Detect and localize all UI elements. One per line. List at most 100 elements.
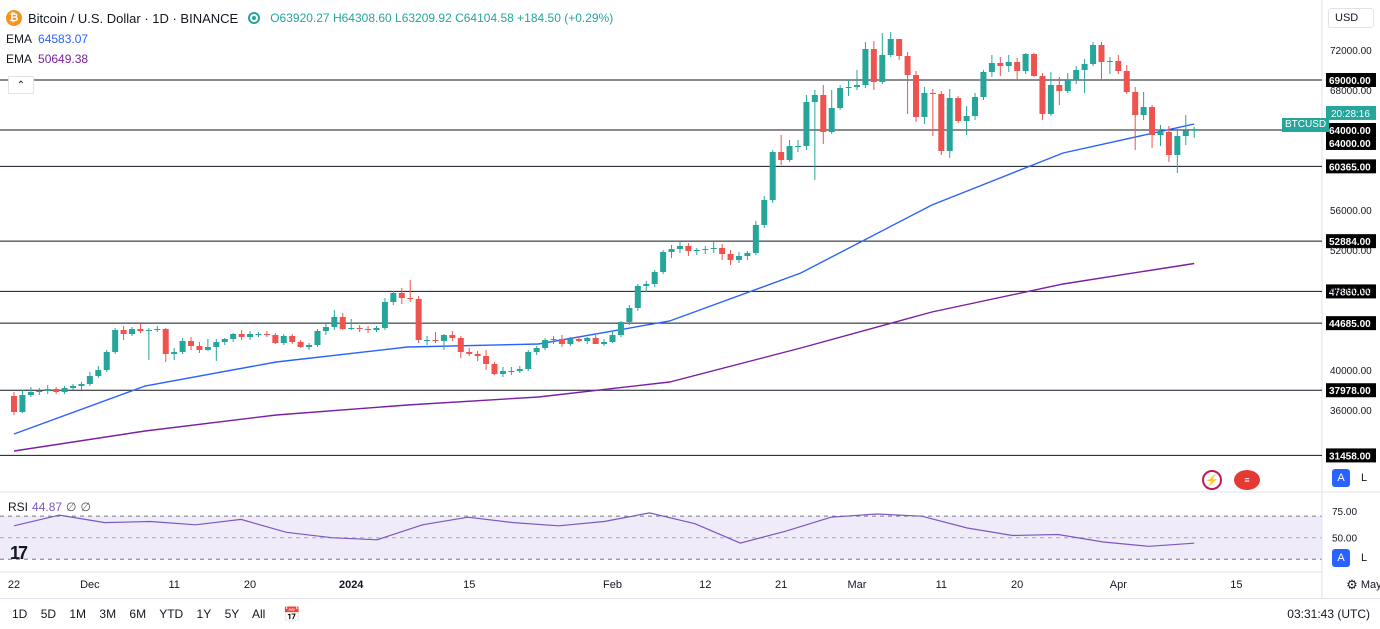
calendar-icon[interactable]: 📅	[283, 605, 301, 622]
rsi-empty-1: ∅	[66, 500, 77, 514]
candle-body	[204, 347, 211, 350]
candle-body	[854, 85, 860, 87]
current-price-label: 64000.00	[1329, 139, 1371, 150]
tf-3m[interactable]: 3M	[99, 607, 117, 621]
candle-body	[896, 39, 903, 56]
ema-50-legend[interactable]: EMA 64583.07	[6, 32, 613, 46]
auto-scale-button[interactable]: A	[1332, 469, 1350, 487]
x-tick-label: Feb	[603, 579, 622, 591]
candle-body	[188, 341, 195, 346]
y-tick-label: 68000.00	[1330, 86, 1372, 97]
candle-body	[44, 389, 51, 391]
candle-body	[213, 342, 220, 347]
lightning-icon[interactable]: ⚡	[1202, 470, 1222, 490]
visibility-eye-icon[interactable]	[248, 12, 261, 24]
tf-1m[interactable]: 1M	[69, 607, 87, 621]
candle-body	[794, 146, 801, 147]
candle-body	[365, 329, 372, 330]
candle-body	[862, 49, 869, 85]
tf-1y[interactable]: 1Y	[196, 607, 212, 621]
candle-body	[78, 384, 85, 386]
candle-body	[769, 152, 776, 200]
candle-body	[449, 335, 456, 338]
candle-body	[643, 284, 650, 286]
candle-body	[592, 338, 599, 344]
candle-body	[1064, 80, 1071, 91]
rsi-log-scale-button[interactable]: L	[1360, 552, 1368, 564]
price-level-label: 31458.00	[1329, 451, 1371, 462]
candle-body	[963, 116, 970, 121]
price-level-label: 64000.00	[1329, 126, 1371, 137]
tradingview-logo[interactable]: 17	[10, 543, 28, 563]
candle-body	[1056, 85, 1063, 91]
y-tick-label: 40000.00	[1330, 366, 1372, 377]
currency-selector[interactable]: USD	[1328, 8, 1374, 28]
rsi-legend[interactable]: RSI 44.87 ∅ ∅	[8, 500, 91, 514]
bitcoin-logo-icon: ₿	[6, 10, 22, 26]
candle-body	[11, 396, 17, 412]
candle-body	[179, 341, 186, 352]
utc-clock[interactable]: 03:31:43 (UTC)	[1287, 607, 1370, 621]
candle-body	[752, 225, 759, 253]
candle-body	[1115, 61, 1122, 71]
rsi-empty-2: ∅	[80, 500, 91, 514]
candle-body	[870, 49, 877, 82]
ohlc-low: L63209.92	[395, 11, 452, 25]
candle-body	[162, 329, 169, 354]
rsi-auto-scale-button[interactable]: A	[1332, 549, 1350, 567]
candle-body	[744, 253, 751, 256]
candle-body	[879, 55, 886, 82]
candle-body	[660, 252, 667, 272]
candle-body	[103, 352, 110, 370]
candle-body	[761, 200, 768, 225]
candle-body	[1132, 92, 1139, 115]
candle-body	[112, 330, 119, 352]
candle-body	[676, 246, 683, 249]
price-level-tag	[1326, 284, 1376, 299]
candle-body	[306, 345, 313, 347]
ema-50-label: EMA	[6, 32, 33, 46]
candle-body	[1174, 136, 1181, 155]
tf-all[interactable]: All	[251, 607, 266, 621]
candle-body	[997, 63, 1004, 66]
legend-collapse-button[interactable]: ⌃	[8, 76, 34, 94]
timeframe-buttons: 1D 5D 1M 3M 6M YTD 1Y 5Y All	[12, 607, 275, 621]
candle-body	[390, 293, 397, 302]
candle-body	[19, 395, 26, 412]
ohlc-open: O63920.27	[270, 11, 330, 25]
candle-body	[466, 352, 473, 354]
candle-body	[803, 102, 810, 146]
rsi-label: RSI	[8, 500, 29, 514]
price-level-label: 44685.00	[1329, 319, 1371, 330]
candle-body	[516, 369, 523, 371]
us-flag-icon[interactable]: ≡	[1234, 470, 1260, 490]
rsi-line	[13, 512, 1195, 547]
candle-body	[946, 98, 953, 151]
x-tick-label: Mar	[848, 579, 867, 591]
tf-6m[interactable]: 6M	[129, 607, 147, 621]
candle-body	[727, 254, 734, 260]
ema-200-legend[interactable]: EMA 50649.38	[6, 52, 613, 66]
ema-50-line	[13, 123, 1195, 435]
tf-ytd[interactable]: YTD	[159, 607, 184, 621]
candle-body	[525, 352, 532, 369]
candle-body	[1191, 128, 1198, 131]
candle-body	[1165, 132, 1172, 155]
candle-body	[27, 392, 34, 395]
symbol-title[interactable]: Bitcoin / U.S. Dollar · 1D · BINANCE	[28, 10, 239, 26]
ohlc-high: H64308.60	[332, 11, 392, 25]
candle-body	[263, 334, 270, 335]
axis-settings-gear-icon[interactable]: ⚙	[1346, 577, 1358, 592]
x-tick-label: 11	[168, 579, 179, 591]
candle-body	[474, 354, 481, 356]
log-scale-button[interactable]: L	[1360, 472, 1368, 484]
price-chart[interactable]: 69000.00 64000.00 60365.00 52884.00 47860.00…	[0, 0, 1380, 598]
tf-5y[interactable]: 5Y	[224, 607, 240, 621]
candle-body	[904, 56, 911, 75]
x-tick-label: May	[1361, 579, 1380, 591]
y-tick-label: 36000.00	[1330, 406, 1372, 417]
tf-1d[interactable]: 1D	[12, 607, 28, 621]
x-tick-label: 15	[1230, 579, 1242, 591]
candle-body	[693, 250, 700, 251]
tf-5d[interactable]: 5D	[40, 607, 57, 621]
